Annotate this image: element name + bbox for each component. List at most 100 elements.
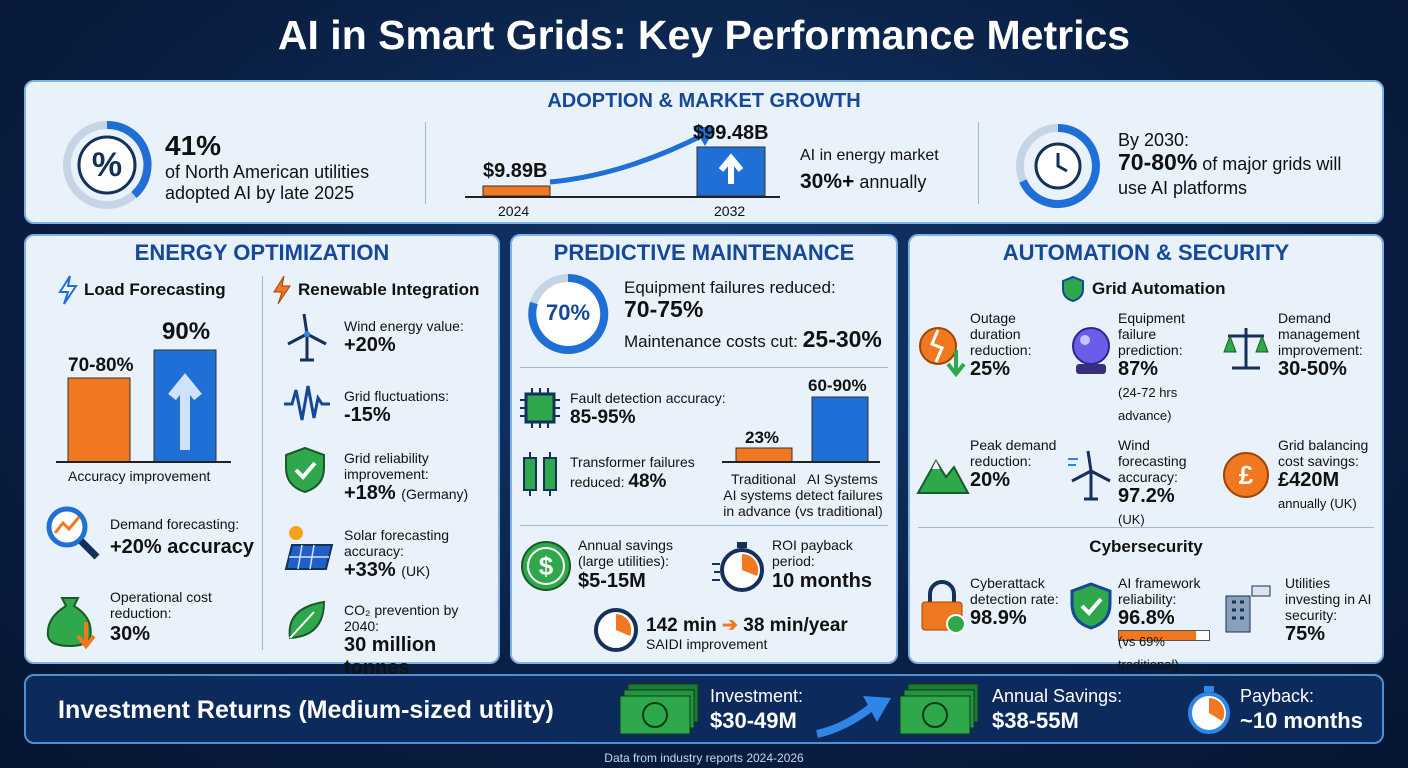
decoration (1223, 452, 1269, 498)
note: (UK) (1118, 512, 1145, 527)
decoration (932, 461, 940, 469)
label: AI in energy market (800, 147, 939, 164)
divider (918, 527, 1374, 528)
decoration (1204, 686, 1214, 692)
ring-value: 70% (545, 300, 591, 325)
decoration (642, 702, 668, 728)
stopwatch-icon (1188, 686, 1230, 734)
metric: Wind forecasting accuracy: 97.2% (UK) (1118, 437, 1218, 531)
metric: Peak demand reduction: 20% (970, 437, 1065, 492)
value: +20% accuracy (110, 536, 255, 558)
decoration (916, 459, 970, 494)
percent-icon (63, 120, 152, 209)
label: Investment: (710, 686, 804, 706)
decoration (1068, 450, 1111, 501)
value: $30-49M (710, 708, 797, 733)
decoration (922, 702, 948, 728)
decoration (921, 580, 966, 634)
lead: By 2030: (1118, 130, 1190, 150)
label: Equipment failure prediction: (1118, 310, 1185, 358)
note: (Germany) (401, 486, 469, 502)
decoration (1080, 335, 1090, 345)
label: Grid fluctuations: (344, 388, 450, 404)
value-text: 75% (1285, 623, 1326, 645)
value: 20% (970, 469, 1065, 492)
decoration (693, 126, 715, 146)
value-text: £420M (1278, 469, 1340, 491)
decoration (67, 377, 131, 463)
decoration (1225, 595, 1251, 633)
decoration (284, 526, 334, 570)
decoration: ➔ (722, 615, 738, 636)
label: ROI payback period: (772, 537, 853, 569)
decoration (273, 275, 291, 305)
value-text: 98.9% (970, 607, 1027, 629)
decoration (78, 538, 100, 560)
decoration (527, 547, 565, 585)
caption: AI systems detect failures in advance (v… (723, 487, 883, 519)
stopwatch-icon (712, 542, 764, 592)
divider (978, 122, 979, 204)
subheading: Grid Automation (1092, 279, 1226, 298)
decoration: £ (1239, 460, 1254, 490)
value-text: 20% (970, 469, 1011, 491)
subheading: Renewable Integration (298, 280, 480, 299)
decoration: Maintenance costs cut: 25-30% (624, 326, 882, 353)
label: CO₂ prevention by 2040: (344, 602, 459, 634)
value: 70-80% (1118, 149, 1198, 175)
decoration: Fault detection accuracy: 85-95% (570, 388, 730, 428)
value: 30%+ (800, 170, 855, 193)
decoration (549, 131, 707, 185)
decoration (521, 541, 571, 591)
banner-title: Investment Returns (Medium-sized utility… (58, 696, 554, 724)
decoration (718, 153, 744, 184)
value-text: 30-50% (1278, 358, 1347, 380)
decoration (1076, 364, 1106, 374)
value: 96.8% (vs 69% traditional) (1118, 607, 1218, 676)
decoration (1080, 597, 1103, 616)
decoration (289, 526, 303, 540)
decoration: $ (539, 551, 554, 581)
value: +20% (344, 334, 494, 357)
label: Peak demand reduction: (970, 437, 1057, 469)
heading: ADOPTION & MARKET GROWTH (547, 90, 861, 112)
clock-arrow-icon (594, 608, 638, 652)
decoration (737, 542, 747, 548)
automation-panel (908, 234, 1384, 664)
clock-icon (1016, 124, 1100, 208)
title: AI in Smart Grids: Key Performance Metri… (277, 12, 1131, 58)
value: 30-50% (1278, 358, 1378, 381)
subheading: Cybersecurity (1089, 537, 1203, 556)
cash-icon (899, 683, 979, 735)
value: 60-90% (808, 376, 867, 395)
value: 30% (110, 623, 151, 645)
decoration (1068, 458, 1078, 466)
value: £420M annually (UK) (1278, 469, 1378, 515)
decoration (543, 457, 557, 491)
decoration (811, 396, 869, 463)
year: 2032 (714, 203, 746, 219)
value: 48% (628, 471, 667, 492)
metric: Solar forecasting accuracy: +33% (UK) (344, 527, 494, 583)
value-text: +20% (344, 334, 396, 356)
metric: Cyberattack detection rate: 98.9% (970, 575, 1070, 630)
decoration (1228, 328, 1264, 370)
label: Transformer failures reduced: (570, 454, 695, 490)
decoration (919, 327, 966, 378)
decoration (899, 695, 971, 735)
metric: Grid reliability improvement: +18% (Germa… (344, 450, 494, 506)
decoration (946, 614, 966, 634)
decoration (1072, 327, 1110, 374)
cash-icon (619, 683, 699, 735)
decoration (46, 597, 92, 648)
metric: Grid fluctuations: -15% (344, 388, 494, 427)
value: ~10 months (1240, 708, 1363, 733)
value: 98.9% (970, 607, 1070, 630)
magnifier-icon (46, 506, 100, 560)
value: 25-30% (802, 326, 882, 352)
metric: Demand management improvement: 30-50% (1278, 310, 1378, 381)
note: (24-72 hrs advance) (1118, 385, 1178, 423)
decoration (289, 544, 329, 570)
decoration (928, 580, 956, 602)
